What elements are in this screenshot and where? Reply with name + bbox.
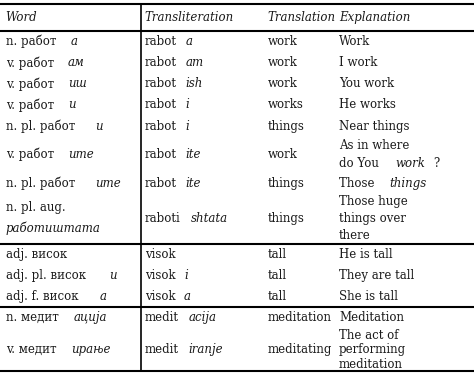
Text: а: а	[99, 290, 106, 303]
Text: i: i	[186, 99, 190, 111]
Text: performing: performing	[339, 343, 406, 356]
Text: visok: visok	[145, 290, 175, 303]
Text: Those: Those	[339, 177, 378, 189]
Text: rabot: rabot	[145, 99, 177, 111]
Text: As in where: As in where	[339, 139, 409, 152]
Text: и: и	[95, 120, 103, 133]
Text: и: и	[68, 99, 75, 111]
Text: n. работ: n. работ	[6, 35, 56, 48]
Text: medit: medit	[145, 343, 179, 356]
Text: v. работ: v. работ	[6, 148, 54, 161]
Text: work: work	[268, 148, 298, 161]
Text: do You: do You	[339, 157, 383, 170]
Text: a: a	[186, 35, 193, 48]
Text: rabot: rabot	[145, 35, 177, 48]
Text: Word: Word	[6, 11, 37, 24]
Text: iranje: iranje	[189, 343, 223, 356]
Text: n. pl. работ: n. pl. работ	[6, 176, 75, 190]
Text: i: i	[186, 120, 190, 133]
Text: ирање: ирање	[71, 343, 110, 356]
Text: иш: иш	[68, 77, 87, 90]
Text: The act of: The act of	[339, 329, 399, 342]
Text: Work: Work	[339, 35, 370, 48]
Text: rabot: rabot	[145, 177, 177, 189]
Text: She is tall: She is tall	[339, 290, 398, 303]
Text: rabot: rabot	[145, 56, 177, 69]
Text: things: things	[268, 120, 305, 133]
Text: meditating: meditating	[268, 343, 332, 356]
Text: n. pl. работ: n. pl. работ	[6, 119, 75, 133]
Text: medit: medit	[145, 311, 179, 324]
Text: adj. висок: adj. висок	[6, 248, 67, 261]
Text: ите: ите	[95, 177, 121, 189]
Text: work: work	[268, 35, 298, 48]
Text: rabot: rabot	[145, 120, 177, 133]
Text: meditation: meditation	[339, 357, 403, 370]
Text: He is tall: He is tall	[339, 248, 392, 261]
Text: rabot: rabot	[145, 148, 177, 161]
Text: ација: ација	[74, 311, 108, 324]
Text: ите: ите	[68, 148, 94, 161]
Text: I work: I work	[339, 56, 377, 69]
Text: v. работ: v. работ	[6, 98, 54, 112]
Text: a: a	[184, 290, 191, 303]
Text: things over: things over	[339, 212, 406, 225]
Text: ite: ite	[186, 177, 201, 189]
Text: You work: You work	[339, 77, 394, 90]
Text: и: и	[109, 269, 117, 282]
Text: things: things	[268, 177, 305, 189]
Text: Near things: Near things	[339, 120, 410, 133]
Text: v. работ: v. работ	[6, 77, 54, 91]
Text: am: am	[186, 56, 204, 69]
Text: raboti: raboti	[145, 212, 180, 225]
Text: works: works	[268, 99, 304, 111]
Text: visok: visok	[145, 248, 175, 261]
Text: ам: ам	[68, 56, 85, 69]
Text: acija: acija	[189, 311, 217, 324]
Text: adj. f. висок: adj. f. висок	[6, 290, 78, 303]
Text: Transliteration: Transliteration	[145, 11, 234, 24]
Text: things: things	[268, 212, 305, 225]
Text: а: а	[71, 35, 78, 48]
Text: v. медит: v. медит	[6, 343, 56, 356]
Text: tall: tall	[268, 269, 287, 282]
Text: tall: tall	[268, 290, 287, 303]
Text: rabot: rabot	[145, 77, 177, 90]
Text: Translation: Translation	[268, 11, 336, 24]
Text: n. pl. aug.: n. pl. aug.	[6, 201, 65, 214]
Text: meditation: meditation	[268, 311, 332, 324]
Text: work: work	[268, 56, 298, 69]
Text: shtata: shtata	[191, 212, 228, 225]
Text: работиштата: работиштата	[6, 222, 100, 236]
Text: ?: ?	[434, 157, 440, 170]
Text: Explanation: Explanation	[339, 11, 410, 24]
Text: He works: He works	[339, 99, 396, 111]
Text: Those huge: Those huge	[339, 195, 408, 208]
Text: things: things	[390, 177, 427, 189]
Text: i: i	[184, 269, 188, 282]
Text: Meditation: Meditation	[339, 311, 404, 324]
Text: tall: tall	[268, 248, 287, 261]
Text: adj. pl. висок: adj. pl. висок	[6, 269, 86, 282]
Text: They are tall: They are tall	[339, 269, 414, 282]
Text: n. медит: n. медит	[6, 311, 59, 324]
Text: work: work	[268, 77, 298, 90]
Text: ite: ite	[186, 148, 201, 161]
Text: there: there	[339, 229, 371, 242]
Text: v. работ: v. работ	[6, 56, 54, 69]
Text: visok: visok	[145, 269, 175, 282]
Text: work: work	[395, 157, 425, 170]
Text: ish: ish	[186, 77, 203, 90]
